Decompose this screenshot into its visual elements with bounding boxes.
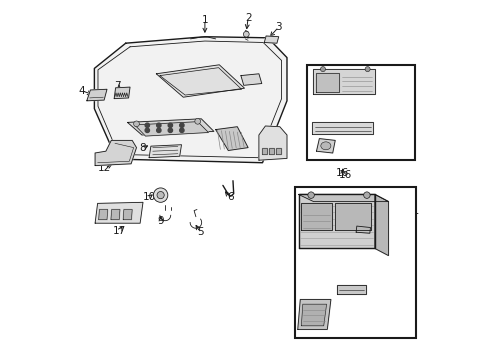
Polygon shape xyxy=(127,119,213,135)
Circle shape xyxy=(363,192,369,198)
Text: 1: 1 xyxy=(201,15,208,25)
Polygon shape xyxy=(114,87,130,99)
Text: 6: 6 xyxy=(226,192,233,202)
Polygon shape xyxy=(276,148,281,154)
Text: 17: 17 xyxy=(113,226,126,236)
Circle shape xyxy=(157,192,164,199)
Text: 15: 15 xyxy=(361,227,375,237)
Circle shape xyxy=(179,128,183,132)
Polygon shape xyxy=(264,36,278,43)
Text: 7: 7 xyxy=(114,81,121,91)
Polygon shape xyxy=(336,285,366,294)
Polygon shape xyxy=(258,126,286,160)
Polygon shape xyxy=(156,65,244,97)
Circle shape xyxy=(156,128,161,132)
Circle shape xyxy=(365,67,369,72)
Circle shape xyxy=(156,123,161,127)
Polygon shape xyxy=(215,127,247,150)
Polygon shape xyxy=(261,148,266,154)
Circle shape xyxy=(145,128,149,132)
Polygon shape xyxy=(87,89,107,101)
Polygon shape xyxy=(123,210,132,220)
Text: 18: 18 xyxy=(380,96,394,107)
Circle shape xyxy=(194,118,200,124)
Circle shape xyxy=(307,192,314,198)
Text: 14: 14 xyxy=(344,294,357,305)
Bar xyxy=(306,65,415,160)
Polygon shape xyxy=(111,210,120,220)
Polygon shape xyxy=(298,194,387,202)
Polygon shape xyxy=(311,122,373,134)
Polygon shape xyxy=(298,194,374,248)
Polygon shape xyxy=(316,139,335,153)
Polygon shape xyxy=(301,304,326,326)
Polygon shape xyxy=(297,300,330,329)
Circle shape xyxy=(168,128,172,132)
Circle shape xyxy=(133,121,139,127)
Text: 10: 10 xyxy=(142,192,155,202)
Ellipse shape xyxy=(320,142,330,150)
Text: 2: 2 xyxy=(244,13,251,23)
Polygon shape xyxy=(315,73,338,92)
Polygon shape xyxy=(241,74,261,85)
Circle shape xyxy=(320,67,325,72)
Polygon shape xyxy=(95,140,136,166)
Polygon shape xyxy=(374,194,387,256)
Circle shape xyxy=(168,123,172,127)
Bar xyxy=(294,187,415,338)
Text: 11: 11 xyxy=(406,206,419,216)
Polygon shape xyxy=(312,69,374,94)
Circle shape xyxy=(145,123,149,127)
Polygon shape xyxy=(268,148,273,154)
Text: 4: 4 xyxy=(78,86,85,96)
Text: 16: 16 xyxy=(338,170,351,180)
Text: 9: 9 xyxy=(157,216,164,226)
Text: 13: 13 xyxy=(296,308,309,318)
Circle shape xyxy=(153,188,167,202)
Polygon shape xyxy=(301,203,331,230)
Circle shape xyxy=(179,123,183,127)
Polygon shape xyxy=(94,37,286,163)
Text: 5: 5 xyxy=(197,227,203,237)
Polygon shape xyxy=(95,202,142,223)
Circle shape xyxy=(243,31,249,37)
Text: 16: 16 xyxy=(335,168,349,178)
Text: 3: 3 xyxy=(275,22,282,32)
Polygon shape xyxy=(134,122,208,136)
Polygon shape xyxy=(149,145,181,158)
Polygon shape xyxy=(355,226,370,233)
Polygon shape xyxy=(335,203,370,230)
Polygon shape xyxy=(99,210,107,220)
Text: 12: 12 xyxy=(98,163,111,173)
Text: 8: 8 xyxy=(140,143,146,153)
Text: 19: 19 xyxy=(315,109,328,119)
